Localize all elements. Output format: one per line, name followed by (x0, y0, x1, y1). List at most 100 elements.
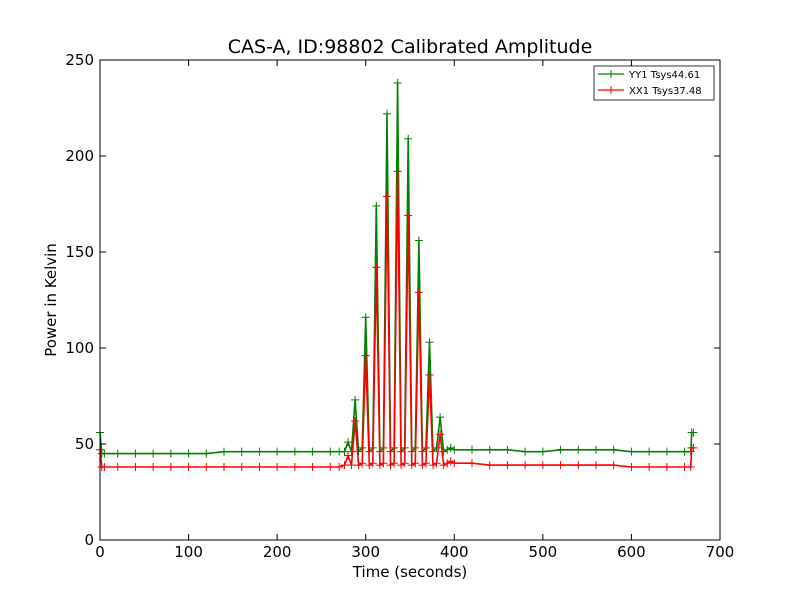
data-point (354, 461, 363, 470)
data-point (439, 447, 448, 456)
data-point (347, 447, 356, 456)
data-point (418, 461, 427, 470)
data-point (372, 201, 381, 210)
data-point (344, 451, 352, 460)
data-point (446, 443, 455, 452)
data-point (574, 445, 583, 454)
data-point (485, 445, 494, 454)
data-point (407, 461, 416, 470)
data-point (237, 463, 246, 472)
data-point (592, 445, 600, 454)
data-point (503, 461, 512, 470)
legend-marker-1 (607, 86, 615, 94)
data-point (468, 445, 476, 454)
legend-box (593, 65, 715, 101)
data-point (439, 461, 448, 470)
y-tick-label: 50 (75, 435, 94, 453)
y-tick-label: 250 (65, 51, 94, 69)
data-point (326, 447, 335, 456)
data-point (609, 461, 618, 470)
data-point (521, 447, 530, 456)
data-point (592, 461, 600, 470)
data-point (662, 463, 671, 472)
data-point (237, 447, 246, 456)
data-point (468, 459, 476, 468)
legend: YY1 Tsys44.61 XX1 Tsys37.48 (593, 65, 715, 101)
data-point (390, 459, 399, 468)
x-tick-label: 600 (617, 543, 646, 561)
data-point (100, 449, 109, 458)
data-point (335, 463, 344, 472)
data-point (340, 461, 349, 470)
chart-title: CAS-A, ID:98802 Calibrated Amplitude (228, 36, 593, 58)
data-point (556, 445, 565, 454)
data-point (273, 463, 282, 472)
data-point (113, 463, 122, 472)
data-point (414, 236, 423, 245)
data-point (386, 461, 395, 470)
data-point (627, 447, 636, 456)
data-point (538, 461, 547, 470)
data-point (202, 449, 211, 458)
data-point (326, 463, 335, 472)
data-point (446, 457, 455, 466)
x-tick-label: 500 (529, 543, 558, 561)
data-point (645, 463, 654, 472)
data-point (450, 445, 459, 454)
data-point (100, 463, 109, 472)
data-point (255, 447, 264, 456)
y-axis: 0 50 100 150 200 250 (65, 51, 720, 549)
x-tick-label: 0 (95, 543, 105, 561)
data-point (689, 443, 698, 452)
data-point (184, 463, 193, 472)
data-point (609, 445, 618, 454)
data-point (379, 459, 388, 468)
data-point (556, 461, 565, 470)
data-point (166, 449, 175, 458)
data-point (382, 109, 391, 118)
data-point (443, 445, 452, 454)
legend-label-1: XX1 Tsys37.48 (629, 86, 702, 97)
data-point (361, 313, 370, 322)
data-point (351, 395, 360, 404)
data-point (340, 447, 349, 456)
data-point (411, 459, 420, 468)
data-point (131, 463, 140, 472)
data-point (375, 461, 384, 470)
data-point (365, 461, 374, 470)
data-point (361, 351, 370, 360)
data-point (184, 449, 193, 458)
data-point (400, 459, 409, 468)
data-point (436, 413, 445, 422)
y-tick-label: 150 (65, 243, 94, 261)
data-point (344, 438, 352, 447)
data-point (255, 463, 264, 472)
data-point (627, 463, 636, 472)
data-point (414, 288, 423, 297)
data-point (220, 463, 228, 472)
data-point (503, 445, 512, 454)
y-tick-label: 200 (65, 147, 94, 165)
data-point (450, 459, 459, 468)
x-tick-label: 300 (351, 543, 380, 561)
data-point (131, 449, 140, 458)
data-point (358, 459, 367, 468)
series-layer (96, 79, 698, 472)
data-point (149, 449, 158, 458)
x-tick-label: 400 (440, 543, 469, 561)
data-point (485, 461, 494, 470)
series-markers-1 (96, 167, 698, 472)
data-point (351, 416, 360, 425)
data-point (538, 447, 547, 456)
data-point (425, 370, 434, 379)
x-tick-label: 200 (263, 543, 292, 561)
data-point (308, 447, 317, 456)
data-point (202, 463, 211, 472)
legend-label-0: YY1 Tsys44.61 (628, 70, 700, 81)
y-axis-label: Power in Kelvin (42, 243, 60, 357)
data-point (404, 211, 413, 220)
data-point (393, 167, 402, 176)
y-tick-label: 0 (84, 531, 94, 549)
data-point (308, 463, 317, 472)
data-point (425, 338, 434, 347)
